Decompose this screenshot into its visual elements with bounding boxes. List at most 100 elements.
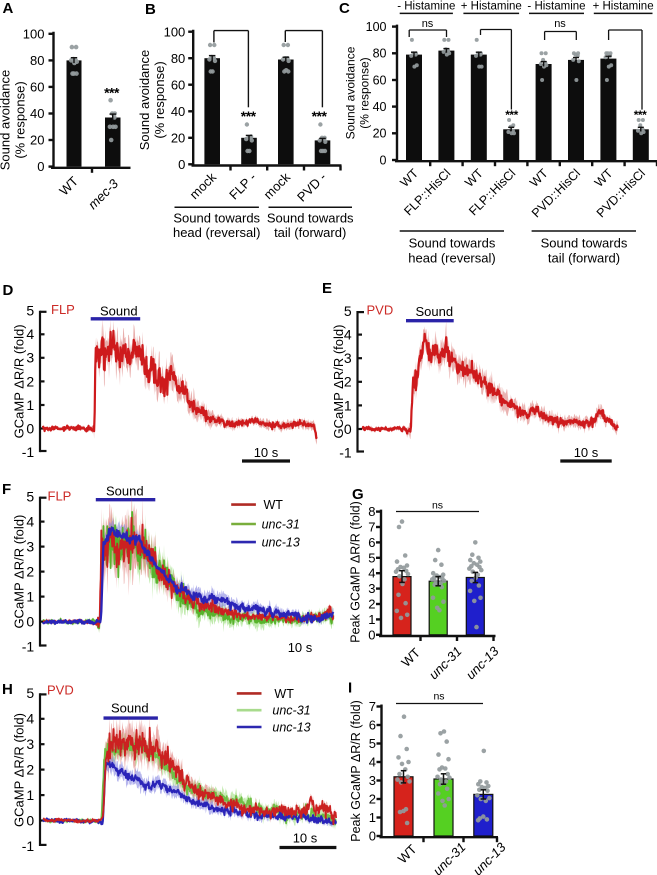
- svg-text:3: 3: [369, 773, 376, 788]
- svg-text:tail (forward): tail (forward): [274, 225, 346, 240]
- svg-text:7: 7: [368, 520, 375, 535]
- svg-text:- Histamine: - Histamine: [527, 1, 585, 13]
- svg-text:5: 5: [26, 489, 34, 505]
- svg-text:***: ***: [505, 108, 518, 122]
- svg-text:4: 4: [26, 514, 34, 530]
- svg-text:1: 1: [26, 397, 34, 413]
- svg-text:7: 7: [369, 699, 376, 714]
- svg-text:C: C: [339, 0, 350, 17]
- svg-text:100: 100: [164, 24, 186, 39]
- svg-text:unc-13: unc-13: [262, 536, 300, 550]
- svg-text:***: ***: [104, 85, 120, 101]
- svg-text:80: 80: [30, 53, 44, 68]
- svg-text:Peak GCaMP ΔR/R (fold): Peak GCaMP ΔR/R (fold): [349, 501, 363, 643]
- svg-text:10 s: 10 s: [293, 831, 318, 846]
- svg-text:Sound towards: Sound towards: [173, 211, 260, 226]
- svg-text:Peak GCaMP ΔR/R (fold): Peak GCaMP ΔR/R (fold): [349, 700, 363, 842]
- svg-text:4: 4: [26, 326, 34, 342]
- svg-text:2: 2: [369, 792, 376, 807]
- svg-text:10 s: 10 s: [288, 640, 313, 655]
- svg-text:Sound: Sound: [100, 304, 138, 319]
- svg-text:unc-31: unc-31: [430, 840, 469, 875]
- svg-text:(% response): (% response): [13, 81, 28, 158]
- svg-text:PVD: PVD: [367, 303, 394, 318]
- svg-text:FLP -: FLP -: [226, 170, 259, 203]
- svg-text:20: 20: [373, 127, 387, 141]
- svg-text:Sound avoidance: Sound avoidance: [344, 46, 358, 139]
- svg-text:GCaMP ΔR/R (fold): GCaMP ΔR/R (fold): [331, 325, 346, 439]
- svg-text:Sound avoidance: Sound avoidance: [0, 70, 13, 170]
- svg-text:unc-13: unc-13: [272, 720, 310, 734]
- svg-text:40: 40: [171, 104, 185, 119]
- svg-text:Sound towards: Sound towards: [267, 211, 354, 226]
- svg-text:mock: mock: [261, 169, 294, 202]
- svg-text:Sound: Sound: [106, 484, 144, 499]
- svg-text:0: 0: [380, 153, 387, 167]
- svg-text:Sound towards: Sound towards: [409, 236, 496, 251]
- svg-text:unc-13: unc-13: [463, 643, 502, 682]
- svg-text:G: G: [352, 486, 364, 503]
- svg-text:unc-31: unc-31: [426, 644, 465, 683]
- svg-text:WT: WT: [592, 166, 616, 190]
- svg-text:1: 1: [26, 589, 34, 605]
- svg-text:***: ***: [634, 108, 647, 122]
- svg-text:-1: -1: [22, 444, 35, 460]
- svg-text:2: 2: [368, 597, 375, 612]
- svg-text:20: 20: [171, 130, 185, 145]
- svg-text:2: 2: [26, 762, 34, 778]
- svg-text:0: 0: [37, 159, 44, 174]
- svg-text:3: 3: [26, 350, 34, 366]
- svg-text:FLP: FLP: [51, 302, 75, 317]
- svg-text:5: 5: [26, 303, 34, 319]
- svg-text:WT: WT: [398, 645, 423, 670]
- svg-text:60: 60: [171, 77, 185, 92]
- svg-text:head (reversal): head (reversal): [173, 225, 260, 240]
- svg-text:3: 3: [368, 581, 375, 596]
- svg-text:-1: -1: [22, 838, 35, 854]
- svg-text:8: 8: [368, 504, 375, 519]
- svg-text:ns: ns: [433, 691, 444, 703]
- svg-text:80: 80: [373, 47, 387, 61]
- svg-text:0: 0: [26, 420, 34, 436]
- svg-text:WT: WT: [56, 173, 81, 198]
- svg-text:WT: WT: [527, 166, 551, 190]
- svg-text:FLP: FLP: [48, 489, 72, 504]
- svg-text:20: 20: [30, 133, 44, 148]
- svg-text:Sound avoidance: Sound avoidance: [137, 50, 152, 150]
- svg-text:1: 1: [344, 397, 352, 413]
- svg-text:(% response): (% response): [358, 57, 372, 128]
- svg-text:6: 6: [368, 535, 375, 550]
- svg-text:GCaMP ΔR/R (fold): GCaMP ΔR/R (fold): [12, 515, 27, 629]
- svg-text:-1: -1: [339, 445, 352, 461]
- svg-text:5: 5: [368, 550, 375, 565]
- svg-text:10 s: 10 s: [574, 445, 599, 460]
- svg-text:1: 1: [369, 810, 376, 825]
- svg-text:0: 0: [344, 421, 352, 437]
- svg-text:2: 2: [26, 373, 34, 389]
- svg-text:5: 5: [26, 685, 34, 701]
- svg-text:***: ***: [241, 108, 257, 124]
- svg-text:40: 40: [30, 106, 44, 121]
- svg-text:WT: WT: [397, 166, 421, 190]
- svg-text:ns: ns: [432, 500, 443, 512]
- svg-text:unc-13: unc-13: [470, 839, 509, 875]
- svg-text:3: 3: [26, 539, 34, 555]
- svg-text:ns: ns: [422, 18, 434, 30]
- svg-text:GCaMP ΔR/R (fold): GCaMP ΔR/R (fold): [12, 324, 27, 438]
- svg-text:4: 4: [344, 327, 352, 343]
- svg-text:3: 3: [26, 736, 34, 752]
- svg-text:E: E: [322, 280, 332, 297]
- svg-text:80: 80: [171, 51, 185, 66]
- svg-text:0: 0: [368, 627, 375, 642]
- svg-text:unc-31: unc-31: [272, 704, 310, 718]
- svg-text:1: 1: [368, 612, 375, 627]
- svg-text:I: I: [348, 680, 352, 697]
- svg-text:4: 4: [368, 566, 375, 581]
- svg-text:5: 5: [369, 736, 376, 751]
- svg-text:2: 2: [344, 374, 352, 390]
- svg-text:100: 100: [366, 20, 387, 34]
- svg-text:- Histamine: - Histamine: [397, 1, 455, 13]
- svg-text:5: 5: [344, 303, 352, 319]
- svg-text:Sound: Sound: [416, 304, 454, 319]
- svg-text:(% response): (% response): [152, 61, 167, 138]
